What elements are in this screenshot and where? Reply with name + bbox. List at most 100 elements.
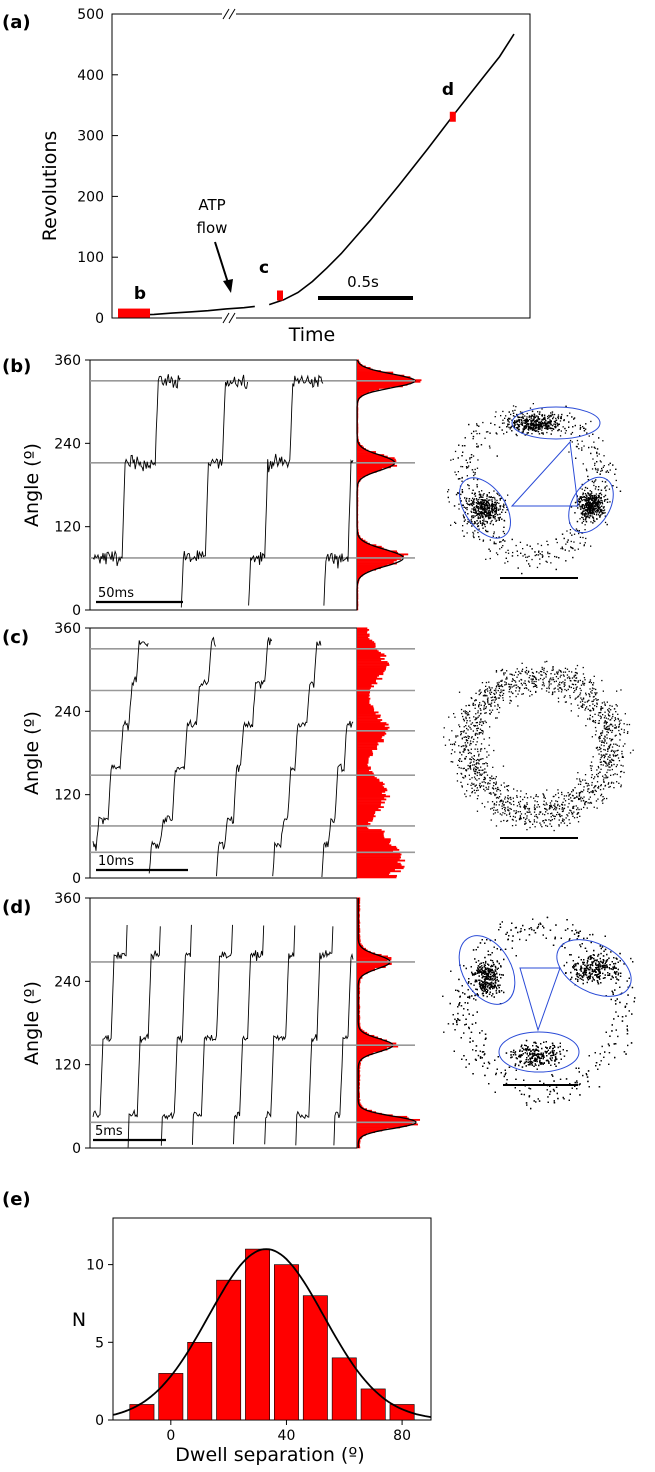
marker-c <box>277 290 283 301</box>
scatter-point <box>551 679 553 681</box>
scatter-point <box>548 680 550 683</box>
scatter-point <box>493 788 495 790</box>
scatter-point <box>542 421 544 424</box>
scatter-point <box>596 501 598 504</box>
scatter-point <box>465 745 468 747</box>
scatter-point <box>473 716 475 718</box>
scatter-point <box>478 715 480 717</box>
scatter-point <box>476 467 479 469</box>
scatter-point <box>486 751 488 753</box>
scatter-point <box>488 744 490 746</box>
histogram-bar <box>357 553 409 556</box>
scatter-point <box>462 715 464 718</box>
scatter-point <box>579 694 581 696</box>
scatter-point <box>548 414 550 417</box>
scatter-point <box>487 516 490 519</box>
scatter-point <box>541 422 544 425</box>
scatter-point <box>518 424 520 426</box>
scatter-point <box>502 419 504 421</box>
scatter-point <box>470 456 473 459</box>
scatter-point <box>479 774 481 776</box>
scatter-point <box>549 807 551 810</box>
scatter-point <box>523 422 525 424</box>
scatter-point <box>537 427 540 429</box>
scatter-point <box>467 513 469 515</box>
scatter-point <box>549 805 551 807</box>
scatter-point <box>513 425 515 427</box>
scatter-point <box>479 786 481 789</box>
scatter-point <box>481 507 483 509</box>
histogram-bar <box>357 847 398 850</box>
scatter-point <box>509 428 511 430</box>
scatter-point <box>589 501 591 503</box>
scatter-point <box>461 530 464 532</box>
scatter-point <box>506 820 508 822</box>
scatter-point <box>536 427 538 429</box>
scatter-point <box>583 499 585 501</box>
scatter-point <box>538 413 541 415</box>
scatter-point <box>623 729 625 731</box>
scatter-point <box>585 500 587 502</box>
scatter-point <box>600 499 602 501</box>
scatter-point <box>576 778 578 780</box>
scatter-point <box>525 684 527 686</box>
scatter-point <box>467 484 469 486</box>
scatter-point <box>511 425 513 427</box>
scatter-point <box>590 494 592 496</box>
scatter-point <box>482 507 485 510</box>
scatter-point <box>572 790 574 792</box>
histogram-bar <box>357 957 392 959</box>
scatter-point <box>595 785 597 787</box>
scatter-point <box>590 761 593 763</box>
axis-break-bottom-1 <box>222 312 230 324</box>
scatter-point <box>526 829 528 831</box>
scatter-point <box>561 804 564 806</box>
scatter-point <box>496 492 498 494</box>
scatter-point <box>571 683 574 685</box>
scatter-point <box>596 781 599 783</box>
scatter-point <box>569 412 571 414</box>
scatter-point <box>455 474 457 476</box>
scatter-point <box>526 432 528 434</box>
histogram-bar <box>357 717 378 720</box>
scatter-point <box>596 471 598 473</box>
histogram-bar <box>357 696 369 699</box>
scatter-point <box>586 508 588 510</box>
scatter-point <box>518 419 520 421</box>
scatter-point <box>484 695 486 697</box>
scatter-point <box>606 797 608 800</box>
scatter-point <box>489 782 491 785</box>
scatter-point <box>467 712 469 714</box>
scatter-point <box>576 796 578 798</box>
scatter-point <box>591 495 594 497</box>
histogram-bar <box>357 738 384 741</box>
histogram-bar <box>357 731 386 734</box>
scatter-point <box>482 421 484 424</box>
scatter-point <box>596 512 598 514</box>
histogram-bar <box>357 457 395 460</box>
scatter-point <box>469 740 472 742</box>
scatter-point <box>595 800 598 802</box>
scatter-point <box>530 420 532 422</box>
scatter-point <box>493 490 495 492</box>
scatter-point <box>590 452 592 455</box>
scatter-point <box>604 721 606 723</box>
scatter-point <box>600 707 602 709</box>
histogram-bar <box>357 702 370 705</box>
scatter-point <box>499 505 501 507</box>
scatter-point <box>607 471 610 473</box>
scatter-point <box>463 720 465 722</box>
scatter-point <box>544 417 546 419</box>
scatter-point <box>491 807 493 809</box>
scatter-point <box>597 765 599 768</box>
scatter-point <box>481 773 483 775</box>
scatter-point <box>558 669 560 671</box>
scatter-point <box>520 682 522 685</box>
scatter-point <box>489 550 491 552</box>
scatter-point <box>581 507 584 509</box>
scatter-point <box>541 424 543 426</box>
scatter-point <box>612 485 614 487</box>
scatter-point <box>563 419 565 421</box>
scatter-point <box>480 505 483 507</box>
scatter-point <box>527 680 530 682</box>
